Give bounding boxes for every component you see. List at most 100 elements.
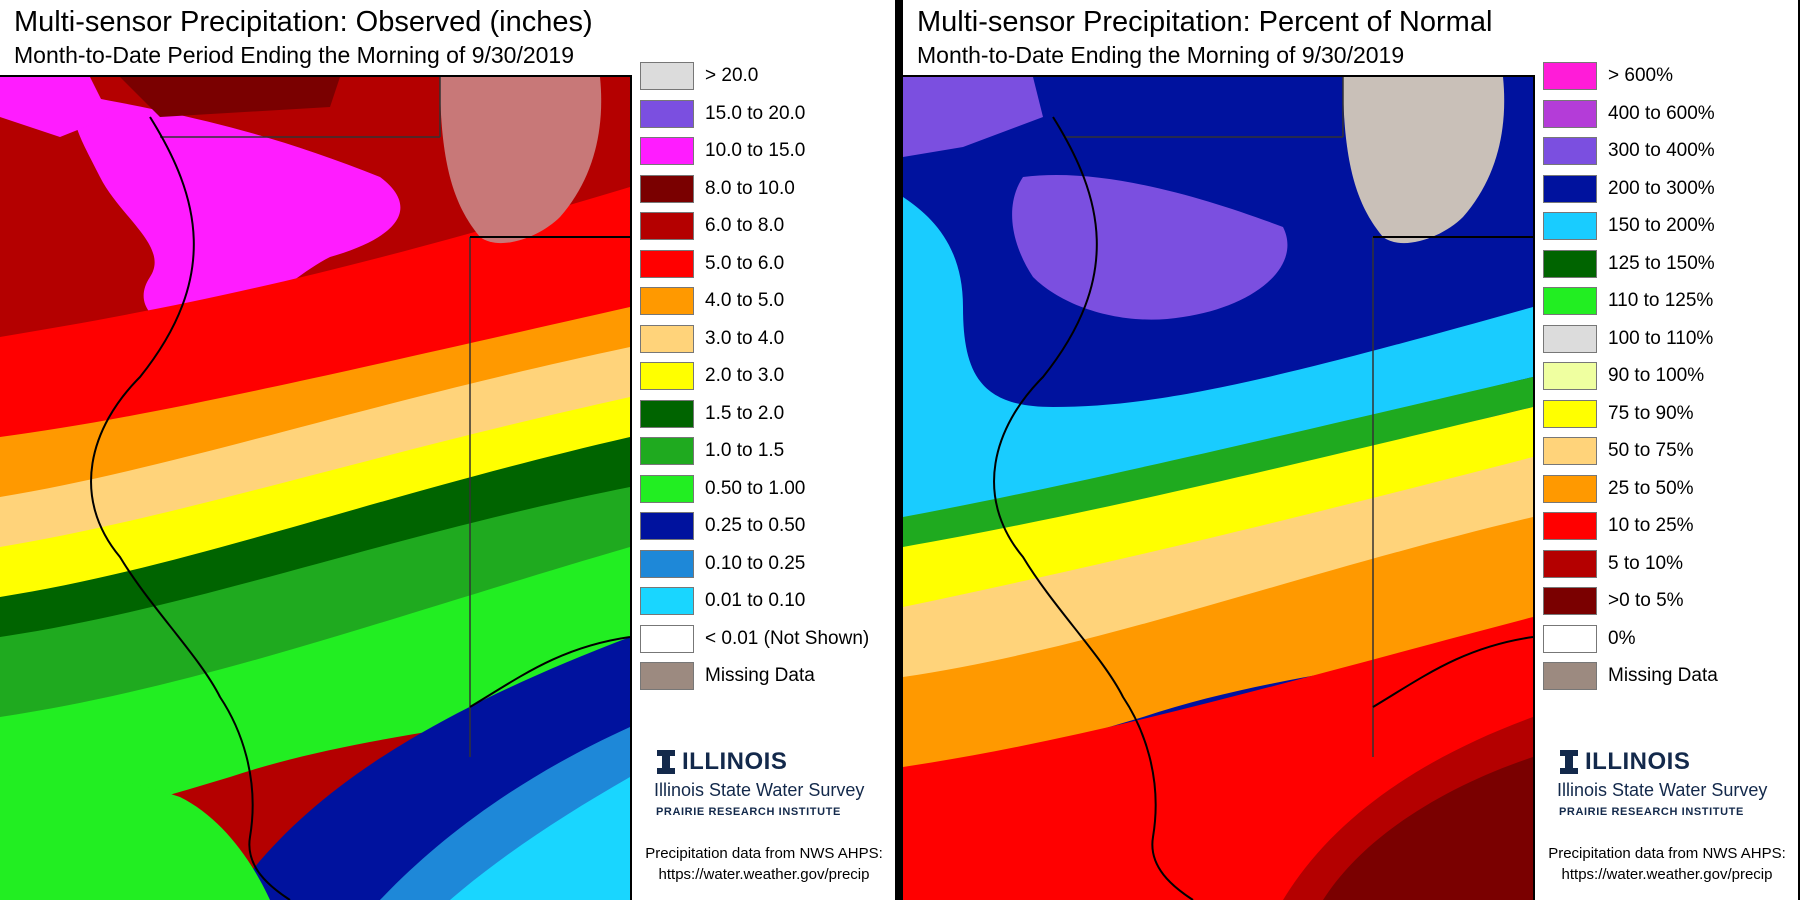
legend-item: 150 to 200% (1543, 212, 1798, 242)
legend-swatch (640, 512, 694, 540)
legend-item: 1.5 to 2.0 (640, 399, 895, 430)
legend-label: > 20.0 (705, 65, 759, 86)
logo-name: ILLINOIS (1585, 748, 1691, 775)
legend-label: 75 to 90% (1608, 402, 1694, 424)
legend-label: < 0.01 (Not Shown) (705, 627, 870, 649)
legend-swatch (1543, 399, 1597, 428)
legend-swatch (640, 474, 694, 503)
legend-item: 5 to 10% (1543, 549, 1798, 580)
legend-item: > 600% (1543, 62, 1798, 92)
panel-title: Multi-sensor Precipitation: Percent of N… (917, 6, 1493, 38)
legend-label: 6.0 to 8.0 (705, 215, 785, 236)
legend-item: 110 to 125% (1543, 287, 1798, 317)
legend-swatch (640, 587, 694, 615)
credit-line-2: https://water.weather.gov/precip (658, 866, 870, 883)
legend-label: 200 to 300% (1608, 177, 1715, 199)
legend-swatch (640, 99, 694, 128)
block-i-icon (657, 750, 675, 774)
legend-swatch (1543, 549, 1597, 578)
legend-label: 1.0 to 1.5 (705, 440, 785, 461)
credit-line-1: Precipitation data from NWS AHPS: (645, 845, 883, 862)
legend-swatch (640, 324, 694, 353)
legend-swatch (1543, 624, 1597, 653)
legend-item: 200 to 300% (1543, 174, 1798, 205)
legend-swatch (640, 549, 694, 578)
legend-label: >0 to 5% (1608, 590, 1684, 611)
legend-item: 400 to 600% (1543, 99, 1798, 130)
panel-subtitle: Month-to-Date Period Ending the Morning … (14, 42, 575, 68)
legend-label: 1.5 to 2.0 (705, 402, 785, 424)
legend-label: 0.01 to 0.10 (705, 590, 806, 611)
legend-swatch (1543, 174, 1597, 203)
legend-swatch (640, 362, 694, 390)
legend-swatch (1543, 62, 1597, 90)
percent-normal-map (903, 75, 1535, 900)
percent-normal-panel: Multi-sensor Precipitation: Percent of N… (903, 0, 1798, 900)
logo-institute: PRAIRIE RESEARCH INSTITUTE (1559, 806, 1744, 818)
legend-swatch (640, 437, 694, 465)
legend-label: 10 to 25% (1608, 515, 1694, 536)
legend-label: 0.50 to 1.00 (705, 477, 806, 499)
legend-swatch (1543, 437, 1597, 465)
legend-item: 0.01 to 0.10 (640, 587, 895, 617)
legend-label: 110 to 125% (1608, 290, 1714, 311)
legend-swatch (640, 287, 694, 315)
legend-item: 0.10 to 0.25 (640, 549, 895, 580)
legend-swatch (1543, 287, 1597, 315)
data-credit: Precipitation data from NWS AHPS: https:… (1542, 843, 1792, 885)
logo-subtitle: Illinois State Water Survey (1557, 780, 1768, 800)
legend-swatch (1543, 212, 1597, 240)
legend-label: 90 to 100% (1608, 365, 1705, 386)
legend-label: 0.25 to 0.50 (705, 515, 806, 536)
legend-item: 1.0 to 1.5 (640, 437, 895, 467)
observed-precip-panel: Multi-sensor Precipitation: Observed (in… (0, 0, 895, 900)
legend-swatch (640, 249, 694, 278)
legend-item: 8.0 to 10.0 (640, 174, 895, 205)
legend-label: 100 to 110% (1608, 327, 1714, 349)
legend-swatch (640, 212, 694, 240)
legend-label: 5.0 to 6.0 (705, 252, 785, 274)
legend-item: >0 to 5% (1543, 587, 1798, 617)
legend-item: Missing Data (1543, 662, 1798, 692)
logo-institute: PRAIRIE RESEARCH INSTITUTE (656, 806, 841, 818)
data-credit: Precipitation data from NWS AHPS: https:… (639, 843, 889, 885)
legend-swatch (1543, 512, 1597, 540)
legend-swatch (640, 399, 694, 428)
legend-item: < 0.01 (Not Shown) (640, 624, 895, 655)
legend-label: 25 to 50% (1608, 477, 1694, 499)
legend-item: Missing Data (640, 662, 895, 692)
legend-item: 4.0 to 5.0 (640, 287, 895, 317)
legend-item: 25 to 50% (1543, 474, 1798, 505)
legend-item: 75 to 90% (1543, 399, 1798, 430)
legend-item: 0.25 to 0.50 (640, 512, 895, 542)
logo-subtitle: Illinois State Water Survey (654, 780, 865, 800)
panel-title: Multi-sensor Precipitation: Observed (in… (14, 6, 593, 38)
legend-label: 125 to 150% (1608, 252, 1715, 274)
legend-item: 10 to 25% (1543, 512, 1798, 542)
legend-item: > 20.0 (640, 62, 895, 92)
credit-line-1: Precipitation data from NWS AHPS: (1548, 845, 1786, 862)
legend-swatch (640, 137, 694, 165)
legend-item: 3.0 to 4.0 (640, 324, 895, 355)
legend-swatch (640, 624, 694, 653)
legend-item: 90 to 100% (1543, 362, 1798, 392)
legend-label: 300 to 400% (1608, 140, 1715, 161)
logo-name: ILLINOIS (682, 748, 788, 775)
legend-item: 0% (1543, 624, 1798, 655)
credit-line-2: https://water.weather.gov/precip (1561, 866, 1773, 883)
legend-swatch (640, 174, 694, 203)
legend-label: Missing Data (1608, 665, 1718, 686)
legend-item: 50 to 75% (1543, 437, 1798, 467)
legend-label: 8.0 to 10.0 (705, 177, 795, 199)
legend-swatch (1543, 324, 1597, 353)
legend-label: 2.0 to 3.0 (705, 365, 785, 386)
legend-label: > 600% (1608, 65, 1673, 86)
legend-swatch (1543, 249, 1597, 278)
legend-label: Missing Data (705, 665, 815, 686)
legend-label: 0% (1608, 627, 1636, 649)
legend-label: 4.0 to 5.0 (705, 290, 785, 311)
legend-swatch (1543, 99, 1597, 128)
legend-swatch (1543, 662, 1597, 690)
legend-swatch (1543, 474, 1597, 503)
legend-item: 10.0 to 15.0 (640, 137, 895, 167)
